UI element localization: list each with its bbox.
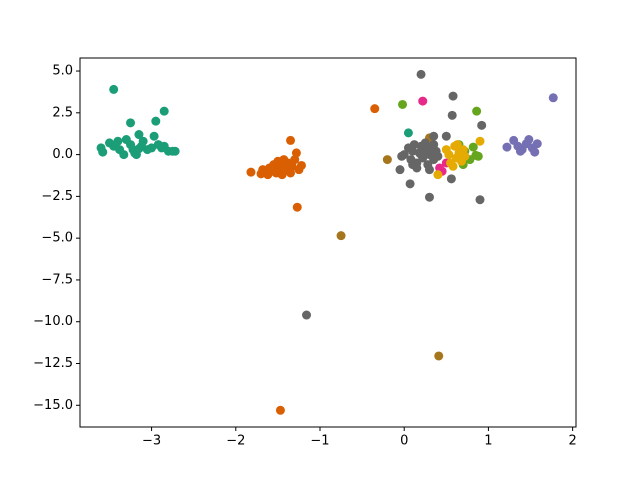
point <box>109 84 119 94</box>
point <box>275 405 285 415</box>
point <box>418 96 428 106</box>
point <box>416 69 426 79</box>
point <box>403 128 413 138</box>
x-tick-label: −3 <box>142 434 161 449</box>
x-tick-label: 0 <box>400 434 408 449</box>
point <box>434 351 444 361</box>
point <box>532 139 542 149</box>
point <box>460 151 470 161</box>
point <box>444 150 454 160</box>
point <box>530 147 540 157</box>
point <box>292 202 302 212</box>
point <box>433 170 443 180</box>
point <box>448 161 458 171</box>
y-tick-label: 2.5 <box>52 105 73 120</box>
point <box>429 131 439 141</box>
y-tick-label: 5.0 <box>52 64 73 79</box>
y-tick-label: 0.0 <box>52 147 73 162</box>
point <box>134 144 144 154</box>
point <box>548 93 558 103</box>
y-tick-label: −12.5 <box>33 356 73 371</box>
point <box>468 142 478 152</box>
point <box>280 165 290 175</box>
point <box>134 130 144 140</box>
point <box>151 116 161 126</box>
point <box>515 146 525 156</box>
point <box>286 135 296 145</box>
point <box>119 150 129 160</box>
point <box>448 91 458 101</box>
point <box>246 167 256 177</box>
y-tick-label: −10.0 <box>33 314 73 329</box>
y-tick-label: −15.0 <box>33 398 73 413</box>
point <box>409 140 419 150</box>
point <box>147 143 157 153</box>
point <box>475 195 485 205</box>
x-tick-label: −2 <box>226 434 245 449</box>
point <box>149 131 159 141</box>
point <box>113 136 123 146</box>
point <box>98 147 108 157</box>
point <box>416 150 426 160</box>
point <box>502 142 512 152</box>
y-tick-label: −2.5 <box>41 189 73 204</box>
point <box>138 136 148 146</box>
point <box>452 140 462 150</box>
point <box>472 106 482 116</box>
y-tick-label: −7.5 <box>41 272 73 287</box>
point <box>405 179 415 189</box>
x-tick-label: 1 <box>484 434 492 449</box>
point <box>126 118 136 128</box>
x-tick-label: 2 <box>568 434 576 449</box>
point <box>446 174 456 184</box>
point <box>336 231 346 241</box>
point <box>475 136 485 146</box>
x-tick-label: −1 <box>310 434 329 449</box>
point <box>473 151 483 161</box>
point <box>302 310 312 320</box>
point <box>441 131 451 141</box>
point <box>170 146 180 156</box>
point <box>429 140 439 150</box>
point <box>296 160 306 170</box>
point <box>398 99 408 109</box>
point <box>477 120 487 130</box>
point <box>291 148 301 158</box>
point <box>447 110 457 120</box>
point <box>397 151 407 161</box>
point <box>370 104 380 114</box>
point <box>382 155 392 165</box>
point <box>524 135 534 145</box>
point <box>408 160 418 170</box>
point <box>395 165 405 175</box>
y-tick-label: −5.0 <box>41 231 73 246</box>
point <box>433 151 443 161</box>
point <box>159 106 169 116</box>
plot-frame <box>79 57 577 428</box>
point <box>424 192 434 202</box>
point <box>424 165 434 175</box>
point <box>420 138 430 148</box>
